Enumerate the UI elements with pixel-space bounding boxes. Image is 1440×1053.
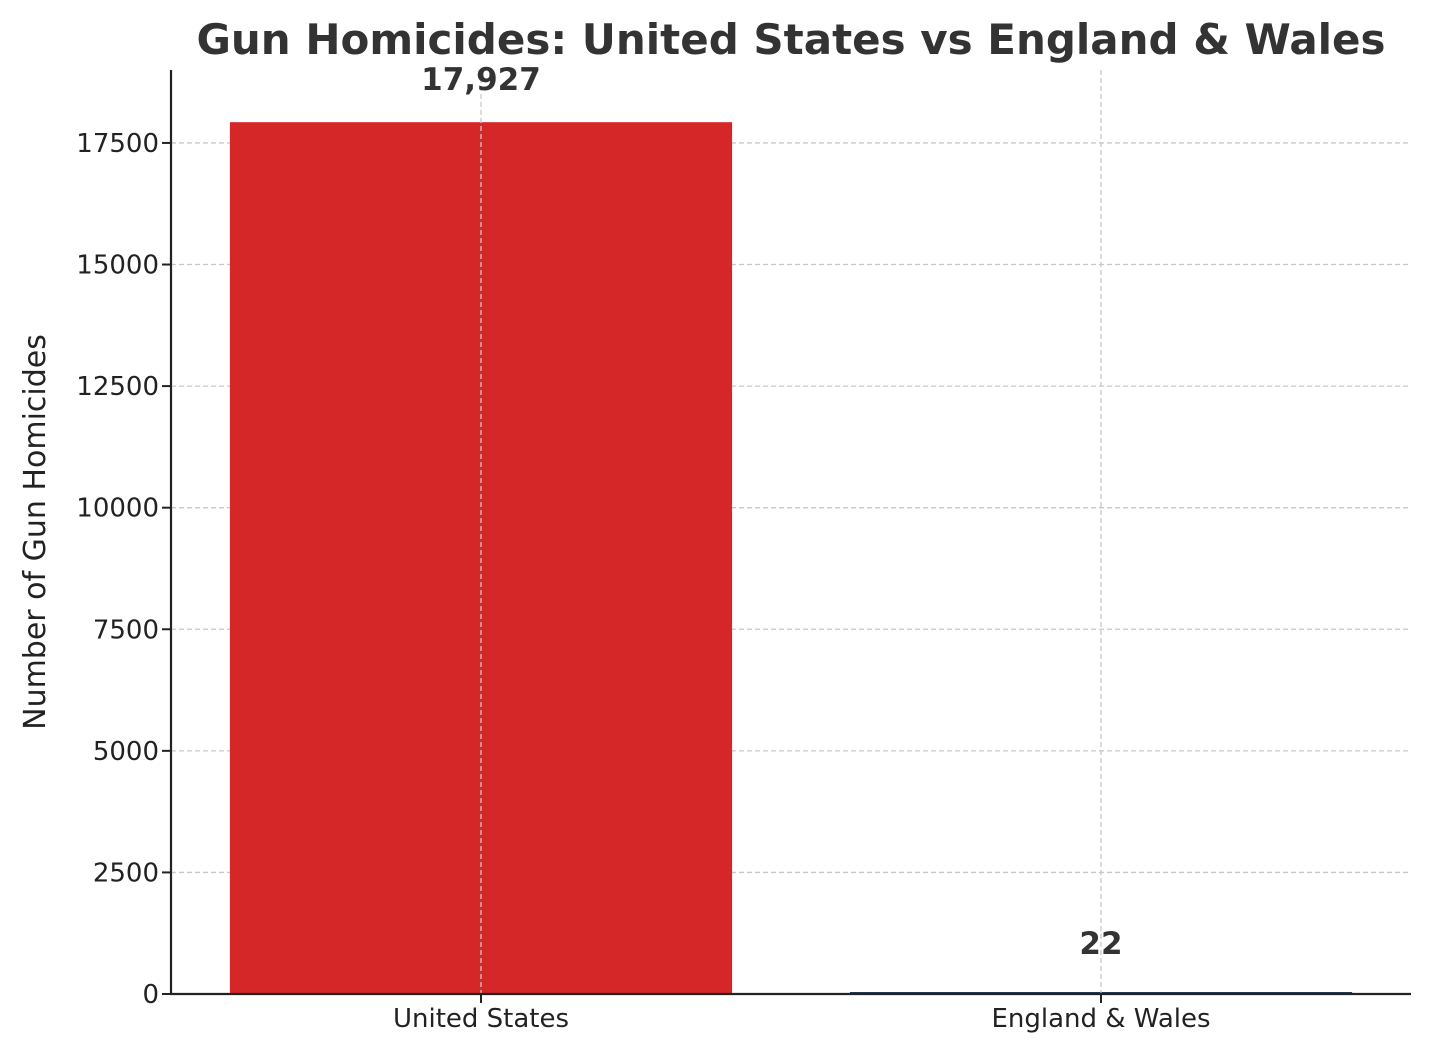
value-labels: 17,927 22 <box>421 62 1122 962</box>
y-axis-label: Number of Gun Homicides <box>18 334 53 730</box>
ticks: 0 2500 5000 7500 10000 12500 15000 17500 United … <box>76 129 1210 1034</box>
y-tick-label: 15000 <box>76 251 159 281</box>
y-tick-label: 12500 <box>76 372 159 402</box>
y-tick-label: 2500 <box>93 858 159 888</box>
grid <box>171 142 1411 874</box>
x-tick-label: England & Wales <box>991 1004 1210 1034</box>
y-tick-label: 17500 <box>76 129 159 159</box>
vertical-grid <box>480 70 1102 994</box>
axes <box>169 70 1411 996</box>
bars <box>229 122 1353 994</box>
chart-title: Gun Homicides: United States vs England … <box>196 15 1385 64</box>
bar-value-label: 17,927 <box>421 62 541 98</box>
y-tick-label: 10000 <box>76 494 159 524</box>
y-tick-label: 5000 <box>93 737 159 767</box>
x-tick-label: United States <box>393 1004 569 1034</box>
y-tick-label: 0 <box>142 980 159 1010</box>
bar-value-label: 22 <box>1079 926 1122 962</box>
y-tick-label: 7500 <box>93 615 159 645</box>
